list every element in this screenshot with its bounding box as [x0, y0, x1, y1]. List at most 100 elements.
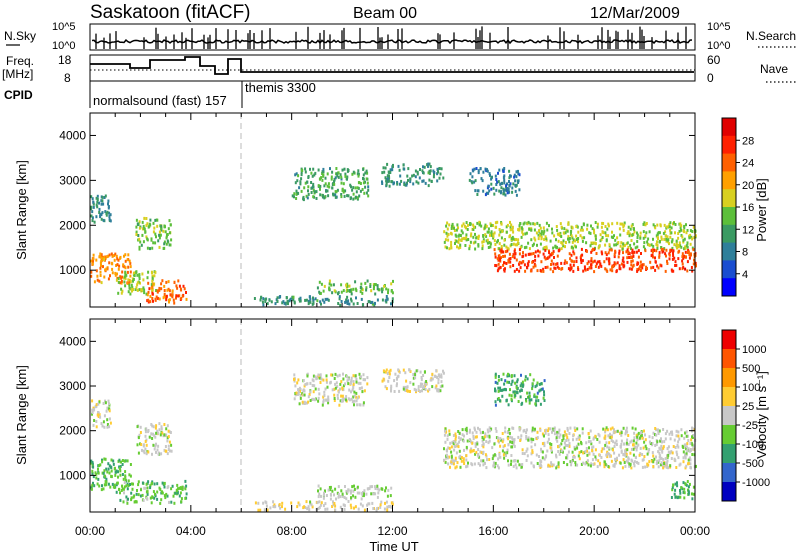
- velocity-echo-cell: [169, 431, 172, 434]
- velocity-echo-cell: [380, 500, 383, 504]
- velocity-echo-cell: [309, 381, 312, 385]
- power-echo-cell: [543, 237, 546, 241]
- power-echo-cell: [365, 191, 368, 195]
- power-echo-cell: [684, 246, 687, 250]
- power-echo-cell: [108, 261, 111, 265]
- power-echo-cell: [177, 279, 180, 283]
- colorbar-segment: [722, 406, 736, 426]
- colorbar-tick-label: 20: [742, 180, 754, 192]
- velocity-echo-cell: [452, 442, 455, 446]
- power-echo-cell: [90, 259, 93, 263]
- velocity-echo-cell: [465, 429, 468, 433]
- velocity-echo-cell: [652, 460, 655, 464]
- power-echo-cell: [642, 236, 645, 240]
- power-echo-cell: [115, 278, 118, 282]
- power-echo-cell: [371, 302, 374, 306]
- velocity-echo-cell: [475, 435, 478, 439]
- velocity-echo-cell: [621, 466, 624, 470]
- velocity-echo-cell: [474, 444, 477, 448]
- velocity-echo-cell: [443, 433, 446, 437]
- velocity-echo-cell: [294, 384, 297, 388]
- power-echo-cell: [171, 295, 174, 299]
- power-echo-cell: [651, 248, 654, 252]
- power-echo-cell: [588, 231, 591, 235]
- velocity-echo-cell: [159, 488, 162, 491]
- velocity-echo-cell: [691, 453, 694, 456]
- velocity-echo-cell: [607, 452, 610, 456]
- power-echo-cell: [561, 242, 564, 246]
- power-echo-cell: [516, 241, 519, 245]
- power-echo-cell: [540, 235, 543, 239]
- velocity-echo-cell: [444, 427, 447, 431]
- power-echo-cell: [620, 262, 623, 266]
- velocity-echo-cell: [153, 496, 156, 500]
- velocity-echo-cell: [312, 379, 315, 383]
- power-echo-cell: [165, 234, 168, 238]
- power-echo-cell: [465, 236, 468, 240]
- power-echo-cell: [387, 288, 390, 292]
- power-echo-cell: [534, 254, 537, 258]
- velocity-echo-cell: [632, 447, 635, 451]
- velocity-echo-cell: [525, 428, 528, 432]
- power-echo-cell: [374, 292, 377, 296]
- velocity-echo-cell: [361, 491, 364, 495]
- velocity-echo-cell: [543, 434, 545, 438]
- velocity-echo-cell: [350, 376, 353, 380]
- velocity-echo-cell: [165, 427, 168, 431]
- velocity-echo-cell: [594, 434, 597, 438]
- velocity-echo-cell: [92, 475, 95, 479]
- power-echo-cell: [669, 235, 672, 239]
- velocity-echo-cell: [499, 444, 502, 448]
- velocity-echo-cell: [613, 451, 616, 455]
- power-echo-cell: [92, 202, 95, 206]
- velocity-echo-cell: [558, 444, 561, 448]
- power-echo-cell: [385, 183, 388, 187]
- velocity-echo-cell: [123, 485, 126, 489]
- velocity-echo-cell: [589, 429, 592, 433]
- velocity-echo-cell: [347, 377, 350, 381]
- power-echo-cell: [540, 260, 543, 264]
- power-echo-cell: [517, 169, 519, 173]
- velocity-echo-cell: [342, 372, 344, 376]
- velocity-echo-cell: [345, 395, 348, 399]
- power-echo-cell: [466, 223, 469, 227]
- velocity-echo-cell: [494, 400, 497, 404]
- power-echo-cell: [320, 176, 323, 180]
- velocity-echo-cell: [179, 486, 182, 490]
- velocity-echo-cell: [385, 486, 387, 490]
- power-echo-cell: [670, 231, 673, 235]
- velocity-echo-cell: [341, 387, 344, 391]
- velocity-echo-cell: [574, 447, 577, 451]
- power-echo-cell: [678, 249, 681, 253]
- velocity-echo-cell: [324, 387, 327, 391]
- power-echo-cell: [317, 184, 320, 188]
- velocity-echo-cell: [125, 484, 128, 488]
- velocity-echo-cell: [524, 378, 527, 382]
- power-echo-cell: [562, 231, 565, 235]
- power-echo-cell: [666, 262, 669, 265]
- velocity-echo-cell: [501, 432, 504, 435]
- power-echo-cell: [345, 300, 348, 304]
- velocity-echo-cell: [450, 461, 453, 465]
- power-echo-cell: [109, 213, 112, 217]
- power-echo-cell: [500, 186, 503, 190]
- velocity-echo-cell: [100, 422, 103, 425]
- power-echo-cell: [155, 235, 157, 239]
- velocity-echo-cell: [419, 389, 421, 393]
- power-echo-cell: [646, 240, 649, 244]
- velocity-echo-cell: [161, 431, 164, 435]
- velocity-echo-cell: [486, 458, 488, 462]
- velocity-echo-cell: [673, 492, 676, 496]
- velocity-echo-cell: [163, 423, 166, 426]
- velocity-echo-cell: [141, 493, 144, 497]
- power-echo-cell: [623, 221, 626, 225]
- velocity-echo-cell: [453, 448, 456, 452]
- power-echo-cell: [370, 301, 372, 304]
- power-echo-cell: [618, 227, 621, 231]
- velocity-echo-cell: [592, 463, 595, 466]
- velocity-echo-cell: [317, 373, 320, 377]
- colorbar-segment: [722, 278, 736, 297]
- velocity-echo-cell: [385, 368, 388, 372]
- power-echo-cell: [572, 250, 575, 254]
- power-echo-cell: [628, 252, 631, 255]
